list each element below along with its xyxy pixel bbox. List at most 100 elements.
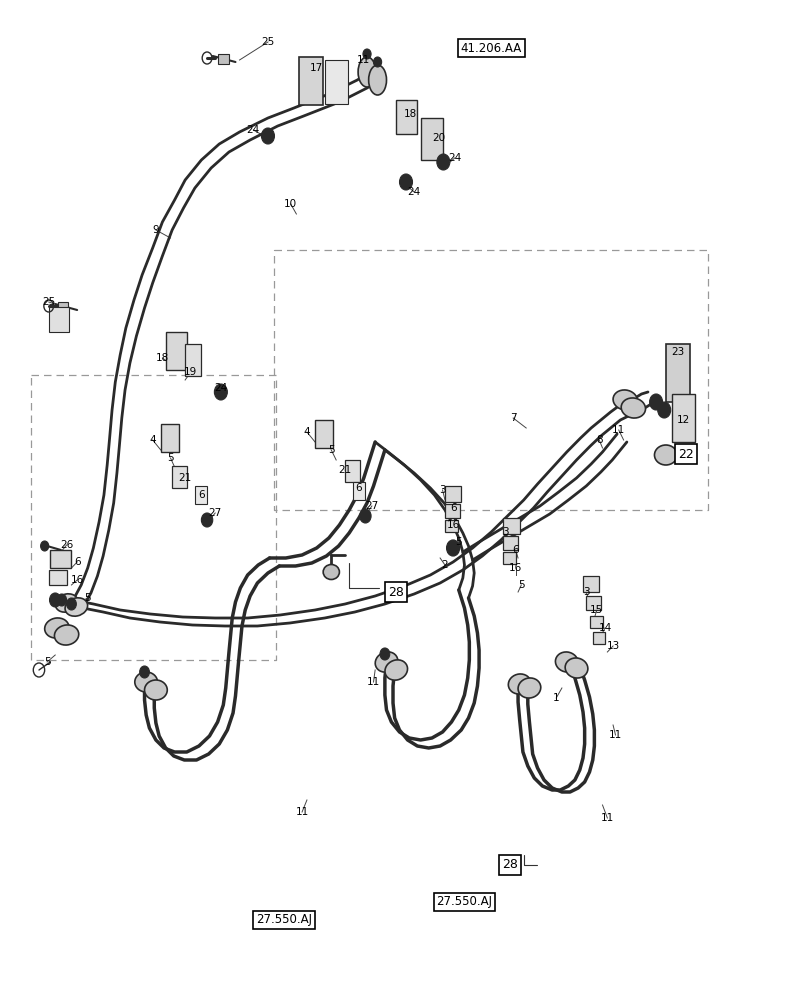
Text: 21: 21 bbox=[338, 465, 351, 475]
Bar bbox=[503, 552, 516, 564]
Circle shape bbox=[261, 128, 274, 144]
Text: 13: 13 bbox=[606, 641, 619, 651]
Text: 5: 5 bbox=[517, 580, 524, 590]
Bar bbox=[324, 60, 347, 104]
Text: 27.550.AJ: 27.550.AJ bbox=[436, 896, 491, 908]
Text: 11: 11 bbox=[367, 677, 380, 687]
Bar bbox=[665, 344, 689, 402]
Text: 27: 27 bbox=[365, 501, 378, 511]
Text: 27.550.AJ: 27.550.AJ bbox=[256, 914, 311, 926]
Text: 6: 6 bbox=[512, 545, 518, 555]
Bar bbox=[592, 632, 604, 644]
Bar bbox=[503, 518, 519, 534]
Bar bbox=[420, 118, 443, 160]
Circle shape bbox=[657, 402, 670, 418]
Bar bbox=[586, 596, 600, 610]
Text: 23: 23 bbox=[671, 347, 684, 357]
Bar bbox=[217, 54, 229, 64]
Circle shape bbox=[649, 394, 662, 410]
Ellipse shape bbox=[564, 658, 587, 678]
Text: 16: 16 bbox=[446, 520, 459, 530]
Ellipse shape bbox=[323, 564, 339, 580]
Bar bbox=[185, 344, 201, 376]
Text: 25: 25 bbox=[261, 37, 274, 47]
Text: 18: 18 bbox=[403, 109, 416, 119]
Text: 4: 4 bbox=[149, 435, 156, 445]
Circle shape bbox=[49, 593, 61, 607]
Circle shape bbox=[446, 540, 459, 556]
Text: 12: 12 bbox=[676, 415, 689, 425]
Bar bbox=[345, 460, 359, 482]
Text: 5: 5 bbox=[44, 657, 50, 667]
Text: 11: 11 bbox=[611, 425, 624, 435]
Text: 18: 18 bbox=[156, 353, 169, 363]
Text: 22: 22 bbox=[677, 448, 693, 460]
Text: 7: 7 bbox=[509, 413, 516, 423]
Text: 28: 28 bbox=[388, 585, 404, 598]
Circle shape bbox=[41, 541, 49, 551]
Text: 3: 3 bbox=[439, 485, 445, 495]
Text: 17: 17 bbox=[310, 63, 323, 73]
Circle shape bbox=[373, 57, 381, 67]
Text: 5: 5 bbox=[84, 593, 91, 603]
Ellipse shape bbox=[508, 674, 530, 694]
Text: 27: 27 bbox=[208, 508, 221, 518]
Text: 21: 21 bbox=[178, 473, 191, 483]
Ellipse shape bbox=[144, 680, 167, 700]
Text: 6: 6 bbox=[198, 490, 204, 500]
Circle shape bbox=[380, 648, 389, 660]
Bar bbox=[444, 504, 459, 518]
Text: 24: 24 bbox=[407, 187, 420, 197]
Bar bbox=[444, 486, 461, 502]
Ellipse shape bbox=[620, 398, 645, 418]
Text: 26: 26 bbox=[60, 540, 73, 550]
Text: 24: 24 bbox=[448, 153, 461, 163]
Text: 5: 5 bbox=[328, 445, 334, 455]
Bar bbox=[672, 394, 694, 442]
Text: 11: 11 bbox=[600, 813, 613, 823]
Ellipse shape bbox=[54, 625, 79, 645]
Bar bbox=[172, 466, 187, 488]
Text: 24: 24 bbox=[214, 383, 227, 393]
Text: 16: 16 bbox=[508, 563, 521, 573]
Text: 1: 1 bbox=[552, 693, 559, 703]
Bar bbox=[503, 536, 517, 550]
Ellipse shape bbox=[135, 672, 157, 692]
Text: 11: 11 bbox=[608, 730, 621, 740]
Text: 15: 15 bbox=[590, 605, 603, 615]
Text: 14: 14 bbox=[598, 623, 611, 633]
Text: 25: 25 bbox=[42, 297, 55, 307]
Text: 9: 9 bbox=[152, 225, 159, 235]
Bar bbox=[50, 550, 71, 568]
Text: 16: 16 bbox=[71, 575, 84, 585]
Circle shape bbox=[57, 594, 67, 606]
Ellipse shape bbox=[517, 678, 540, 698]
Text: 5: 5 bbox=[167, 453, 174, 463]
Text: 11: 11 bbox=[357, 55, 370, 65]
Circle shape bbox=[436, 154, 449, 170]
Text: 6: 6 bbox=[449, 503, 456, 513]
Bar bbox=[444, 520, 457, 532]
Bar bbox=[166, 332, 187, 370]
Text: 19: 19 bbox=[184, 367, 197, 377]
Bar bbox=[315, 420, 333, 448]
Bar bbox=[589, 616, 602, 628]
Bar bbox=[49, 570, 67, 585]
Bar bbox=[396, 100, 416, 134]
Ellipse shape bbox=[384, 660, 407, 680]
Ellipse shape bbox=[368, 65, 386, 95]
Bar bbox=[49, 307, 69, 332]
Text: 11: 11 bbox=[295, 807, 308, 817]
Circle shape bbox=[399, 174, 412, 190]
Text: 6: 6 bbox=[74, 557, 80, 567]
Bar bbox=[161, 424, 178, 452]
Circle shape bbox=[201, 513, 212, 527]
Ellipse shape bbox=[45, 618, 69, 638]
Circle shape bbox=[214, 384, 227, 400]
Bar bbox=[582, 576, 599, 592]
Text: 28: 28 bbox=[501, 858, 517, 871]
Text: 24: 24 bbox=[247, 125, 260, 135]
Ellipse shape bbox=[55, 594, 78, 612]
Text: 8: 8 bbox=[595, 435, 602, 445]
Circle shape bbox=[359, 509, 371, 523]
